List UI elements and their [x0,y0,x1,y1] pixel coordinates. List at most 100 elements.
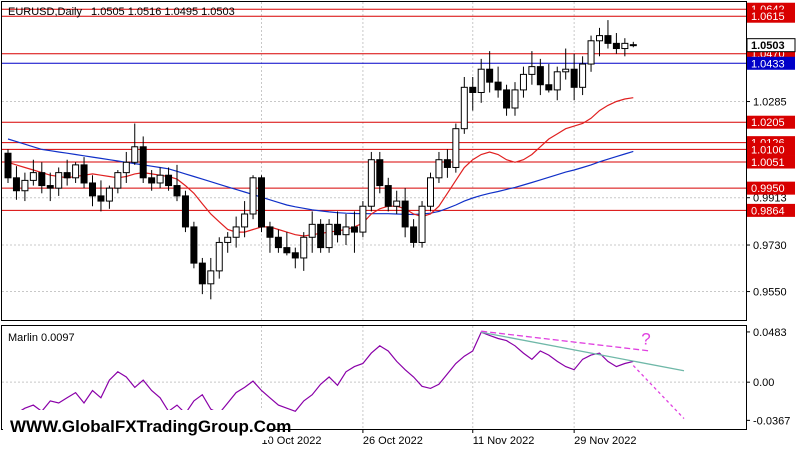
candle-body-38 [325,223,333,249]
candle-body-13 [114,172,122,189]
candle-body-30 [258,177,265,228]
candle-body-18 [156,174,164,184]
candle-body-40 [342,226,350,236]
indicator-label: Marlin 0.0097 [8,332,75,344]
candle-body-10 [89,182,96,197]
candle-body-69 [587,40,595,65]
candle-body-24 [207,270,215,285]
candle-body-28 [241,213,249,228]
candle-body-70 [596,35,603,42]
price-tick-label-0: 0.9550 [753,287,787,299]
candle-body-21 [181,195,189,228]
level-label-bg-1.0100 [747,142,795,156]
candle-body-3 [29,172,37,181]
candle-body-71 [604,35,612,44]
candle-body-34 [291,252,299,259]
ind-tick-label-2: -0.0367 [753,415,790,427]
candle-body-73 [621,42,629,50]
level-label-1.0100: 1.0100 [751,144,785,156]
candle-body-72 [612,42,620,50]
candle-body-29 [249,177,257,215]
main-pane-frame [1,1,747,321]
level-label-bg-1.0205 [747,115,795,129]
time-tick-label-0: 10 Oct 2022 [262,435,322,447]
candle-body-26 [224,236,232,243]
candle-body-17 [148,177,156,184]
candle-body-53 [452,128,460,168]
symbol-header: EURUSD,Daily 1.0505 1.0516 1.0495 1.0503 [8,6,235,18]
forecast-arrow [632,365,685,420]
candle-body-35 [300,236,308,259]
level-label-1.0615: 1.0615 [751,11,785,23]
candle-body-56 [477,68,485,93]
ind-tick-label-0: 0.0483 [753,327,787,339]
level-label-bg-1.0051 [747,155,795,169]
current-price-bg [746,38,796,53]
level-label-bg-0.9864 [747,203,795,217]
price-tick-label-3: 1.0285 [753,97,787,109]
level-label-0.9950: 0.9950 [751,183,785,195]
candle-body-74 [629,44,637,47]
candle-body-7 [63,172,71,179]
candle-body-48 [410,226,418,243]
candle-body-25 [215,241,223,272]
time-tick-label-3: 29 Nov 2022 [574,435,636,447]
price-tick-label-2: 0.9913 [753,193,787,205]
candle-body-11 [97,195,105,202]
ma-blue-line [7,138,634,216]
candle-body-51 [435,159,443,179]
candle-body-9 [80,164,88,184]
forecast-question-mark: ? [641,330,650,349]
candle-body-36 [308,223,316,238]
price-axis: 0.9550 0.9730 0.9913 1.0285 0.0483 0.00 -0.036… [746,2,796,427]
trend-line-magenta [481,330,651,352]
candle-body-68 [579,63,587,88]
candle-body-37 [317,223,325,249]
main-grid [2,2,746,320]
candle-body-55 [469,86,477,93]
candle-body-42 [359,205,367,233]
candle-body-63 [536,66,544,86]
candle-body-39 [334,223,342,236]
watermark: WWW.GlobalFXTradingGroup.Com [10,417,291,436]
candle-body-57 [486,68,494,83]
candle-body-20 [173,185,181,197]
candle-body-49 [418,205,426,243]
candle-body-52 [443,159,451,168]
candle-body-6 [55,172,63,189]
candle-body-41 [350,226,358,233]
trend-line-teal [481,331,685,372]
candle-body-12 [105,187,113,202]
candle-body-15 [131,146,139,163]
level-label-1.0205: 1.0205 [751,117,785,129]
ohlc-label: 1.0505 1.0516 1.0495 1.0503 [91,6,235,18]
candle-body-5 [46,185,54,189]
candle-body-33 [283,247,291,254]
indicator-pane-frame [1,325,747,430]
candle-body-60 [511,89,519,109]
candle-body-67 [570,68,578,88]
candle-body-0 [4,152,12,179]
candle-body-44 [376,159,384,187]
price-tick-label-1: 0.9730 [753,240,787,252]
candle-body-8 [72,164,80,179]
candle-body-22 [190,226,198,264]
marlin-line [7,331,634,419]
candle-body-65 [553,71,561,91]
candle-body-46 [393,200,401,207]
candle-body-2 [21,179,29,192]
candle-body-19 [165,174,173,187]
level-label-bg-1.0433 [747,56,795,70]
candle-body-50 [427,177,434,207]
indicator-lines: ? [7,330,685,420]
level-label-0.9864: 0.9864 [751,205,785,217]
time-tick-label-1: 26 Oct 2022 [363,435,423,447]
time-tick-label-2: 11 Nov 2022 [473,435,535,447]
level-label-bg-0.9950 [747,181,795,195]
current-price-label: 1.0503 [751,40,785,52]
candle-body-47 [401,200,409,228]
ind-tick-label-1: 0.00 [753,377,774,389]
candle-body-66 [562,68,570,73]
